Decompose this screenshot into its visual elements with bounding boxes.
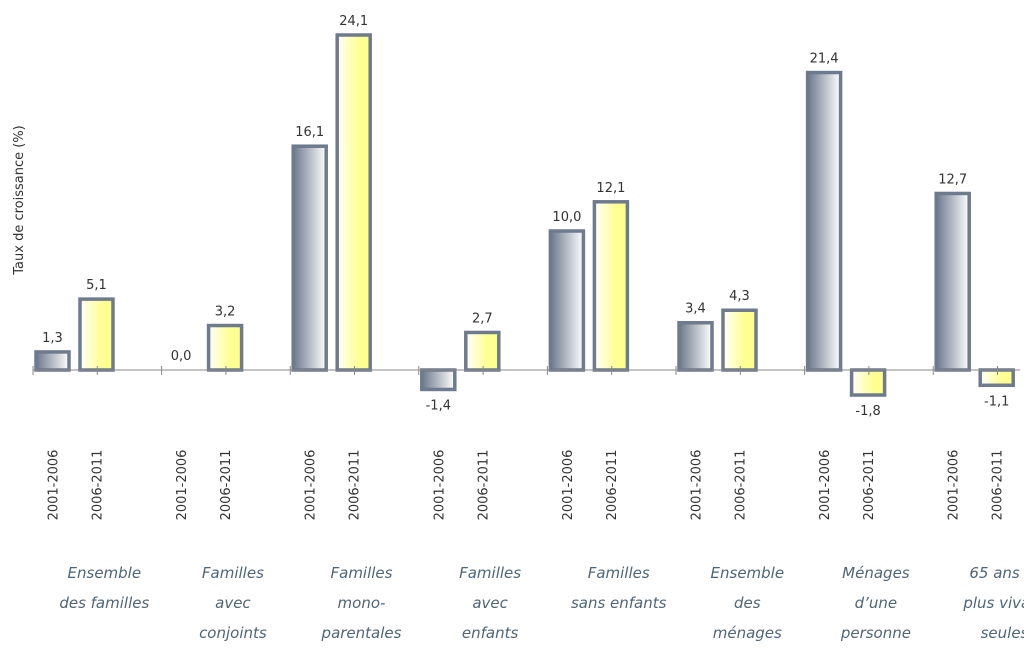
value-label: 21,4 — [810, 52, 839, 67]
value-label: 10,0 — [552, 210, 581, 225]
bar-8-2006-2011 — [978, 368, 1015, 388]
period-label: 2006-2011 — [991, 450, 1006, 521]
period-label: 2001-2006 — [304, 450, 319, 521]
bar-1-2006-2011 — [78, 297, 115, 372]
bar-7-2006-2011 — [849, 368, 887, 397]
period-label: 2001-2006 — [947, 450, 962, 521]
value-label: -1,4 — [426, 398, 451, 413]
period-label: 2001-2006 — [561, 450, 576, 521]
period-label: 2006-2011 — [862, 450, 877, 521]
category-label: seules — [981, 624, 1024, 642]
category-label: Familles — [202, 564, 264, 582]
value-label: 3,4 — [685, 302, 706, 317]
category-label: avec — [215, 594, 251, 612]
period-label: 2006-2011 — [605, 450, 620, 521]
value-label: 24,1 — [339, 14, 368, 29]
bar-7-2001-2006 — [805, 70, 843, 372]
value-label: 16,1 — [295, 125, 324, 140]
value-label: -1,8 — [855, 404, 880, 419]
bar-6-2006-2011 — [721, 308, 758, 372]
category-label: Ménages — [842, 564, 910, 582]
category-label: des familles — [59, 594, 149, 612]
period-label: 2006-2011 — [348, 450, 363, 521]
category-label: 65 ans et — [969, 564, 1024, 582]
category-label: Familles — [588, 564, 650, 582]
category-label: d’une — [855, 594, 898, 612]
bar-4-2001-2006 — [420, 368, 457, 392]
category-label: personne — [840, 624, 911, 642]
category-label: des — [734, 594, 761, 612]
period-label: 2001-2006 — [818, 450, 833, 521]
period-label: 2006-2011 — [91, 450, 106, 521]
value-label: 3,2 — [215, 305, 236, 320]
bar-5-2006-2011 — [592, 200, 630, 372]
category-label: plus vivant — [962, 594, 1024, 612]
bar-6-2001-2006 — [677, 320, 714, 372]
value-label: 1,3 — [42, 331, 63, 346]
value-label: 5,1 — [86, 278, 107, 293]
category-label: Ensemble — [711, 564, 785, 582]
bar-5-2001-2006 — [548, 229, 586, 372]
bar-2-2006-2011 — [206, 323, 244, 372]
bar-8-2001-2006 — [934, 191, 971, 372]
bar-4-2006-2011 — [464, 330, 501, 372]
category-label: Familles — [459, 564, 521, 582]
category-label: avec — [472, 594, 508, 612]
y-axis-label: Taux de croissance (%) — [12, 125, 27, 276]
period-label: 2001-2006 — [432, 450, 447, 521]
category-label: parentales — [321, 624, 402, 642]
category-label: mono- — [338, 594, 386, 612]
bar-1-2001-2006 — [34, 350, 71, 372]
category-label: sans enfants — [571, 594, 667, 612]
category-label: Ensemble — [68, 564, 142, 582]
period-label: 2006-2011 — [476, 450, 491, 521]
period-label: 2001-2006 — [175, 450, 190, 521]
value-label: 12,7 — [938, 172, 967, 187]
period-label: 2006-2011 — [219, 450, 234, 521]
bar-3-2001-2006 — [291, 144, 328, 372]
value-label: -1,1 — [984, 394, 1009, 409]
category-label: enfants — [462, 624, 519, 642]
category-label: Familles — [331, 564, 393, 582]
bar-3-2006-2011 — [335, 33, 372, 372]
value-label: 12,1 — [596, 181, 625, 196]
period-label: 2006-2011 — [734, 450, 749, 521]
category-label: ménages — [713, 624, 782, 642]
category-label: conjoints — [199, 624, 267, 642]
period-label: 2001-2006 — [690, 450, 705, 521]
period-label: 2001-2006 — [47, 450, 62, 521]
value-label: 4,3 — [729, 289, 750, 304]
value-label: 2,7 — [472, 311, 493, 326]
value-label: 0,0 — [171, 349, 192, 364]
